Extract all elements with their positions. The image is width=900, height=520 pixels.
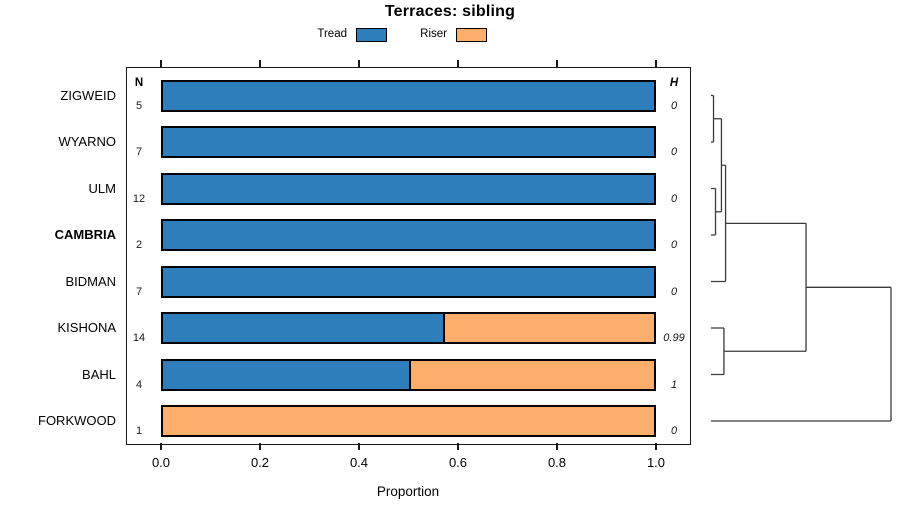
row-label: WYARNO [58,134,116,149]
axis-tick [160,443,162,450]
bar [161,358,656,391]
axis-tick [556,443,558,450]
axis-tick [655,60,657,67]
n-value: 7 [135,146,143,158]
bar-segment-tread [163,221,654,249]
axis-tick-label: 0.2 [250,455,270,470]
h-column-header: H [669,76,679,89]
axis-tick-label: 0.0 [151,455,171,470]
axis-tick [160,60,162,67]
axis-tick [556,60,558,67]
axis-tick [358,60,360,67]
bar-segment-tread [163,174,654,203]
bar-segment-tread [163,360,411,389]
tread-swatch-icon [356,28,387,42]
h-value: 0 [670,192,678,205]
n-value: 2 [135,239,143,251]
legend-label-riser: Riser [420,28,447,40]
bar [161,405,656,437]
axis-tick [457,60,459,67]
h-value: 0.99 [663,332,685,344]
axis-tick-label: 0.4 [349,455,369,470]
h-value: 1 [670,378,678,391]
row-label: ZIGWEID [60,87,116,103]
row-label: BIDMAN [65,273,116,289]
bar-segment-tread [163,81,654,110]
axis-tick [655,443,657,450]
n-column-header: N [134,76,144,89]
bar [161,79,656,112]
h-value: 0 [670,146,678,158]
bar [161,172,656,205]
row-label: FORKWOOD [38,413,116,428]
n-value: 12 [132,192,146,205]
chart-title: Terraces: sibling [384,3,516,20]
axis-tick [259,443,261,450]
h-value: 0 [670,285,678,298]
axis-tick [358,443,360,450]
row-label: BAHL [82,366,116,382]
h-value: 0 [670,239,678,251]
axis-tick-label: 1.0 [646,455,666,470]
h-value: 0 [670,99,678,112]
h-value: 0 [670,425,678,437]
dendrogram-lines [711,94,892,422]
n-value: 14 [132,332,146,344]
riser-swatch-icon [456,28,487,42]
bar-segment-tread [163,128,654,156]
bar [161,265,656,298]
row-label: ULM [88,180,116,196]
bar-segment-tread [163,267,654,296]
n-value: 1 [135,425,143,437]
x-axis-title: Proportion [376,484,440,499]
axis-tick-label: 0.8 [547,455,567,470]
row-label: CAMBRIA [54,227,116,242]
bar-segment-tread [163,314,446,342]
row-label: KISHONA [57,320,116,335]
axis-tick [457,443,459,450]
axis-tick [259,60,261,67]
n-value: 5 [135,99,143,112]
n-value: 4 [135,378,143,391]
bar [161,219,656,251]
bar [161,312,656,344]
axis-tick-label: 0.6 [448,455,468,470]
legend-label-tread: Tread [317,28,347,40]
bar [161,126,656,158]
n-value: 7 [135,285,143,298]
